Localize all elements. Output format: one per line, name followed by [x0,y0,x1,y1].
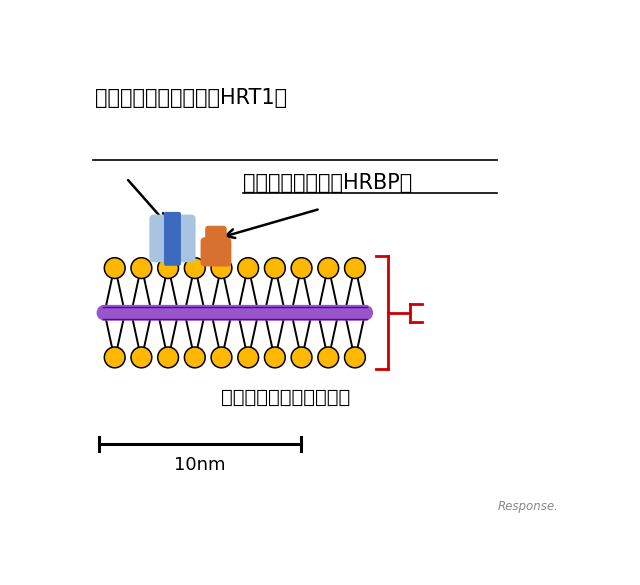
Circle shape [344,258,365,278]
Text: 補助タンパク質（HRBP）: 補助タンパク質（HRBP） [243,173,413,192]
Text: 10nm: 10nm [174,456,225,474]
Ellipse shape [97,305,109,320]
FancyBboxPatch shape [164,212,181,266]
Text: 人工膜（ナノディスク）: 人工膜（ナノディスク） [221,388,350,407]
Circle shape [291,347,312,368]
FancyBboxPatch shape [170,215,196,262]
Circle shape [104,347,125,368]
Circle shape [318,258,339,278]
Circle shape [184,258,205,278]
Circle shape [157,258,179,278]
Circle shape [131,258,152,278]
Circle shape [211,258,232,278]
Circle shape [264,258,285,278]
FancyBboxPatch shape [200,238,232,267]
Text: 天然ゴム生合成酵素（HRT1）: 天然ゴム生合成酵素（HRT1） [95,88,287,108]
FancyBboxPatch shape [149,215,175,262]
Circle shape [238,258,259,278]
Circle shape [344,347,365,368]
Circle shape [318,347,339,368]
Ellipse shape [360,305,373,320]
Circle shape [184,347,205,368]
FancyBboxPatch shape [101,305,369,321]
Circle shape [238,347,259,368]
FancyBboxPatch shape [205,226,227,250]
Circle shape [131,347,152,368]
Circle shape [291,258,312,278]
Circle shape [264,347,285,368]
Circle shape [157,347,179,368]
Circle shape [211,347,232,368]
Circle shape [104,258,125,278]
Text: Response.: Response. [498,500,559,513]
